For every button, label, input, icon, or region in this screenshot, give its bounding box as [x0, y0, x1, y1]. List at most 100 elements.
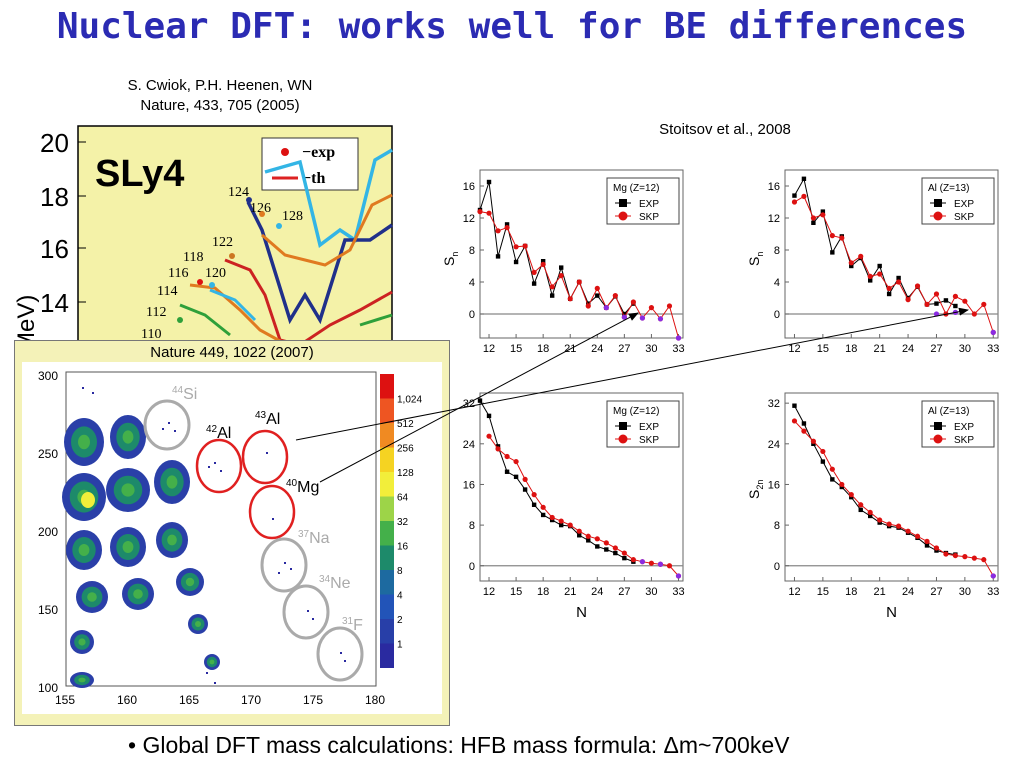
- skp-point: [522, 476, 528, 482]
- ytick-label: 24: [463, 439, 475, 451]
- histogram-y-ticks: 300 250 200 150 100: [38, 369, 58, 695]
- ytick-label: 0: [469, 561, 475, 573]
- exp-point: [613, 550, 618, 556]
- exp-point: [792, 193, 797, 198]
- legend-skp-label: SKP: [639, 212, 659, 223]
- legend-exp-label: EXP: [954, 422, 974, 433]
- cluster-core: [133, 589, 143, 599]
- ytick-label: 0: [774, 561, 780, 573]
- skp-point: [914, 533, 921, 539]
- skp-point: [886, 521, 892, 527]
- skp-point: [896, 279, 902, 285]
- purple-point: [657, 561, 664, 567]
- isotope-circle-na37: [260, 537, 308, 593]
- xtick-label: 15: [817, 586, 829, 598]
- exp-point: [504, 469, 510, 474]
- xtick-label: 15: [817, 343, 829, 355]
- exp-point: [513, 259, 519, 265]
- purple-point: [639, 559, 645, 565]
- colorbar-label: 64: [397, 493, 409, 504]
- exp-point: [595, 293, 600, 298]
- exp-point: [868, 513, 873, 519]
- skp-point: [612, 545, 618, 551]
- cluster-core: [78, 638, 86, 646]
- skp-point: [531, 492, 537, 498]
- cluster-core: [78, 677, 86, 683]
- purple-point: [990, 329, 996, 335]
- skp-point: [867, 509, 873, 516]
- cluster-core: [122, 541, 134, 553]
- y-axis-label: S2n: [746, 480, 765, 499]
- skp-point: [820, 212, 826, 218]
- skp-point: [820, 448, 826, 455]
- legend-exp-label: EXP: [639, 422, 659, 433]
- ytick-label: 0: [774, 309, 780, 321]
- exp-point: [486, 179, 492, 185]
- exp-point: [896, 275, 901, 281]
- histogram-xtick: 160: [117, 693, 137, 707]
- chart-s2n-mg: 0 8 16 24 32 12 15 18 21 24 27 30 33 N Mg (Z=12) EXP SKP: [463, 392, 685, 621]
- xtick-label: 27: [618, 343, 630, 355]
- skp-point: [630, 557, 636, 563]
- skp-point: [576, 528, 582, 534]
- skp-point: [839, 481, 845, 488]
- exp-point: [276, 223, 282, 229]
- skp-point: [567, 522, 573, 528]
- exp-point: [577, 533, 582, 538]
- cluster-core: [87, 592, 97, 602]
- colorbar-swatch: [380, 545, 394, 570]
- skp-point: [829, 233, 835, 239]
- curve-cyan: [264, 148, 393, 248]
- event-dot: [162, 428, 164, 430]
- skp-point: [540, 504, 546, 510]
- skp-point: [933, 545, 940, 551]
- xtick-label: 18: [537, 586, 549, 598]
- exp-point: [531, 502, 537, 507]
- skp-point: [829, 466, 835, 472]
- exp-point: [830, 477, 835, 482]
- skp-point: [603, 540, 609, 546]
- isotope-circle-f31: [316, 626, 364, 682]
- exp-point: [886, 291, 892, 297]
- xtick-label: 24: [591, 343, 603, 355]
- x-axis-label: N: [886, 604, 897, 621]
- xtick-label: 33: [987, 343, 999, 355]
- colorbar-swatch: [380, 374, 394, 399]
- event-dot: [312, 618, 314, 620]
- isotope-label-si44: 44Si: [172, 385, 197, 403]
- ytick-label: 8: [469, 245, 475, 257]
- ytick-label: 8: [774, 520, 780, 532]
- histogram-xtick: 175: [303, 693, 323, 707]
- exp-point: [559, 522, 564, 528]
- ytick-label: 24: [768, 439, 780, 451]
- exp-point: [486, 413, 492, 419]
- colorbar-swatch: [380, 594, 394, 619]
- isotope-circle-al42: [195, 438, 243, 494]
- cluster-core: [121, 483, 135, 497]
- skp-point: [594, 536, 600, 542]
- exp-point: [504, 222, 510, 227]
- xtick-label: 33: [672, 343, 684, 355]
- xtick-label: 18: [537, 343, 549, 355]
- histogram-ytick: 150: [38, 603, 58, 617]
- chart-sn-al: 0 4 8 12 16 12 15 18 21 24 27 30 33 Sn Al (Z=13) EXP SKP: [746, 169, 999, 355]
- sly4-ytick: 18: [40, 182, 69, 212]
- purple-point: [603, 305, 609, 311]
- skp-point: [567, 296, 573, 302]
- curve-blue: [246, 201, 393, 325]
- exp-point: [820, 459, 826, 464]
- event-dot: [278, 572, 280, 574]
- legend-skp-marker: [933, 211, 943, 221]
- event-dot: [82, 387, 84, 389]
- event-dot: [284, 562, 286, 564]
- exp-point: [924, 543, 930, 548]
- colorbar-label: 2: [397, 615, 403, 626]
- event-dot: [266, 452, 268, 454]
- sly4-ytick: 16: [40, 234, 69, 264]
- skp-point: [549, 284, 555, 290]
- legend-skp-label: SKP: [954, 212, 974, 223]
- isotope-circle-al43: [241, 429, 289, 485]
- skp-point: [612, 293, 618, 299]
- skp-point: [924, 301, 930, 307]
- curve-orange-2: [189, 283, 301, 354]
